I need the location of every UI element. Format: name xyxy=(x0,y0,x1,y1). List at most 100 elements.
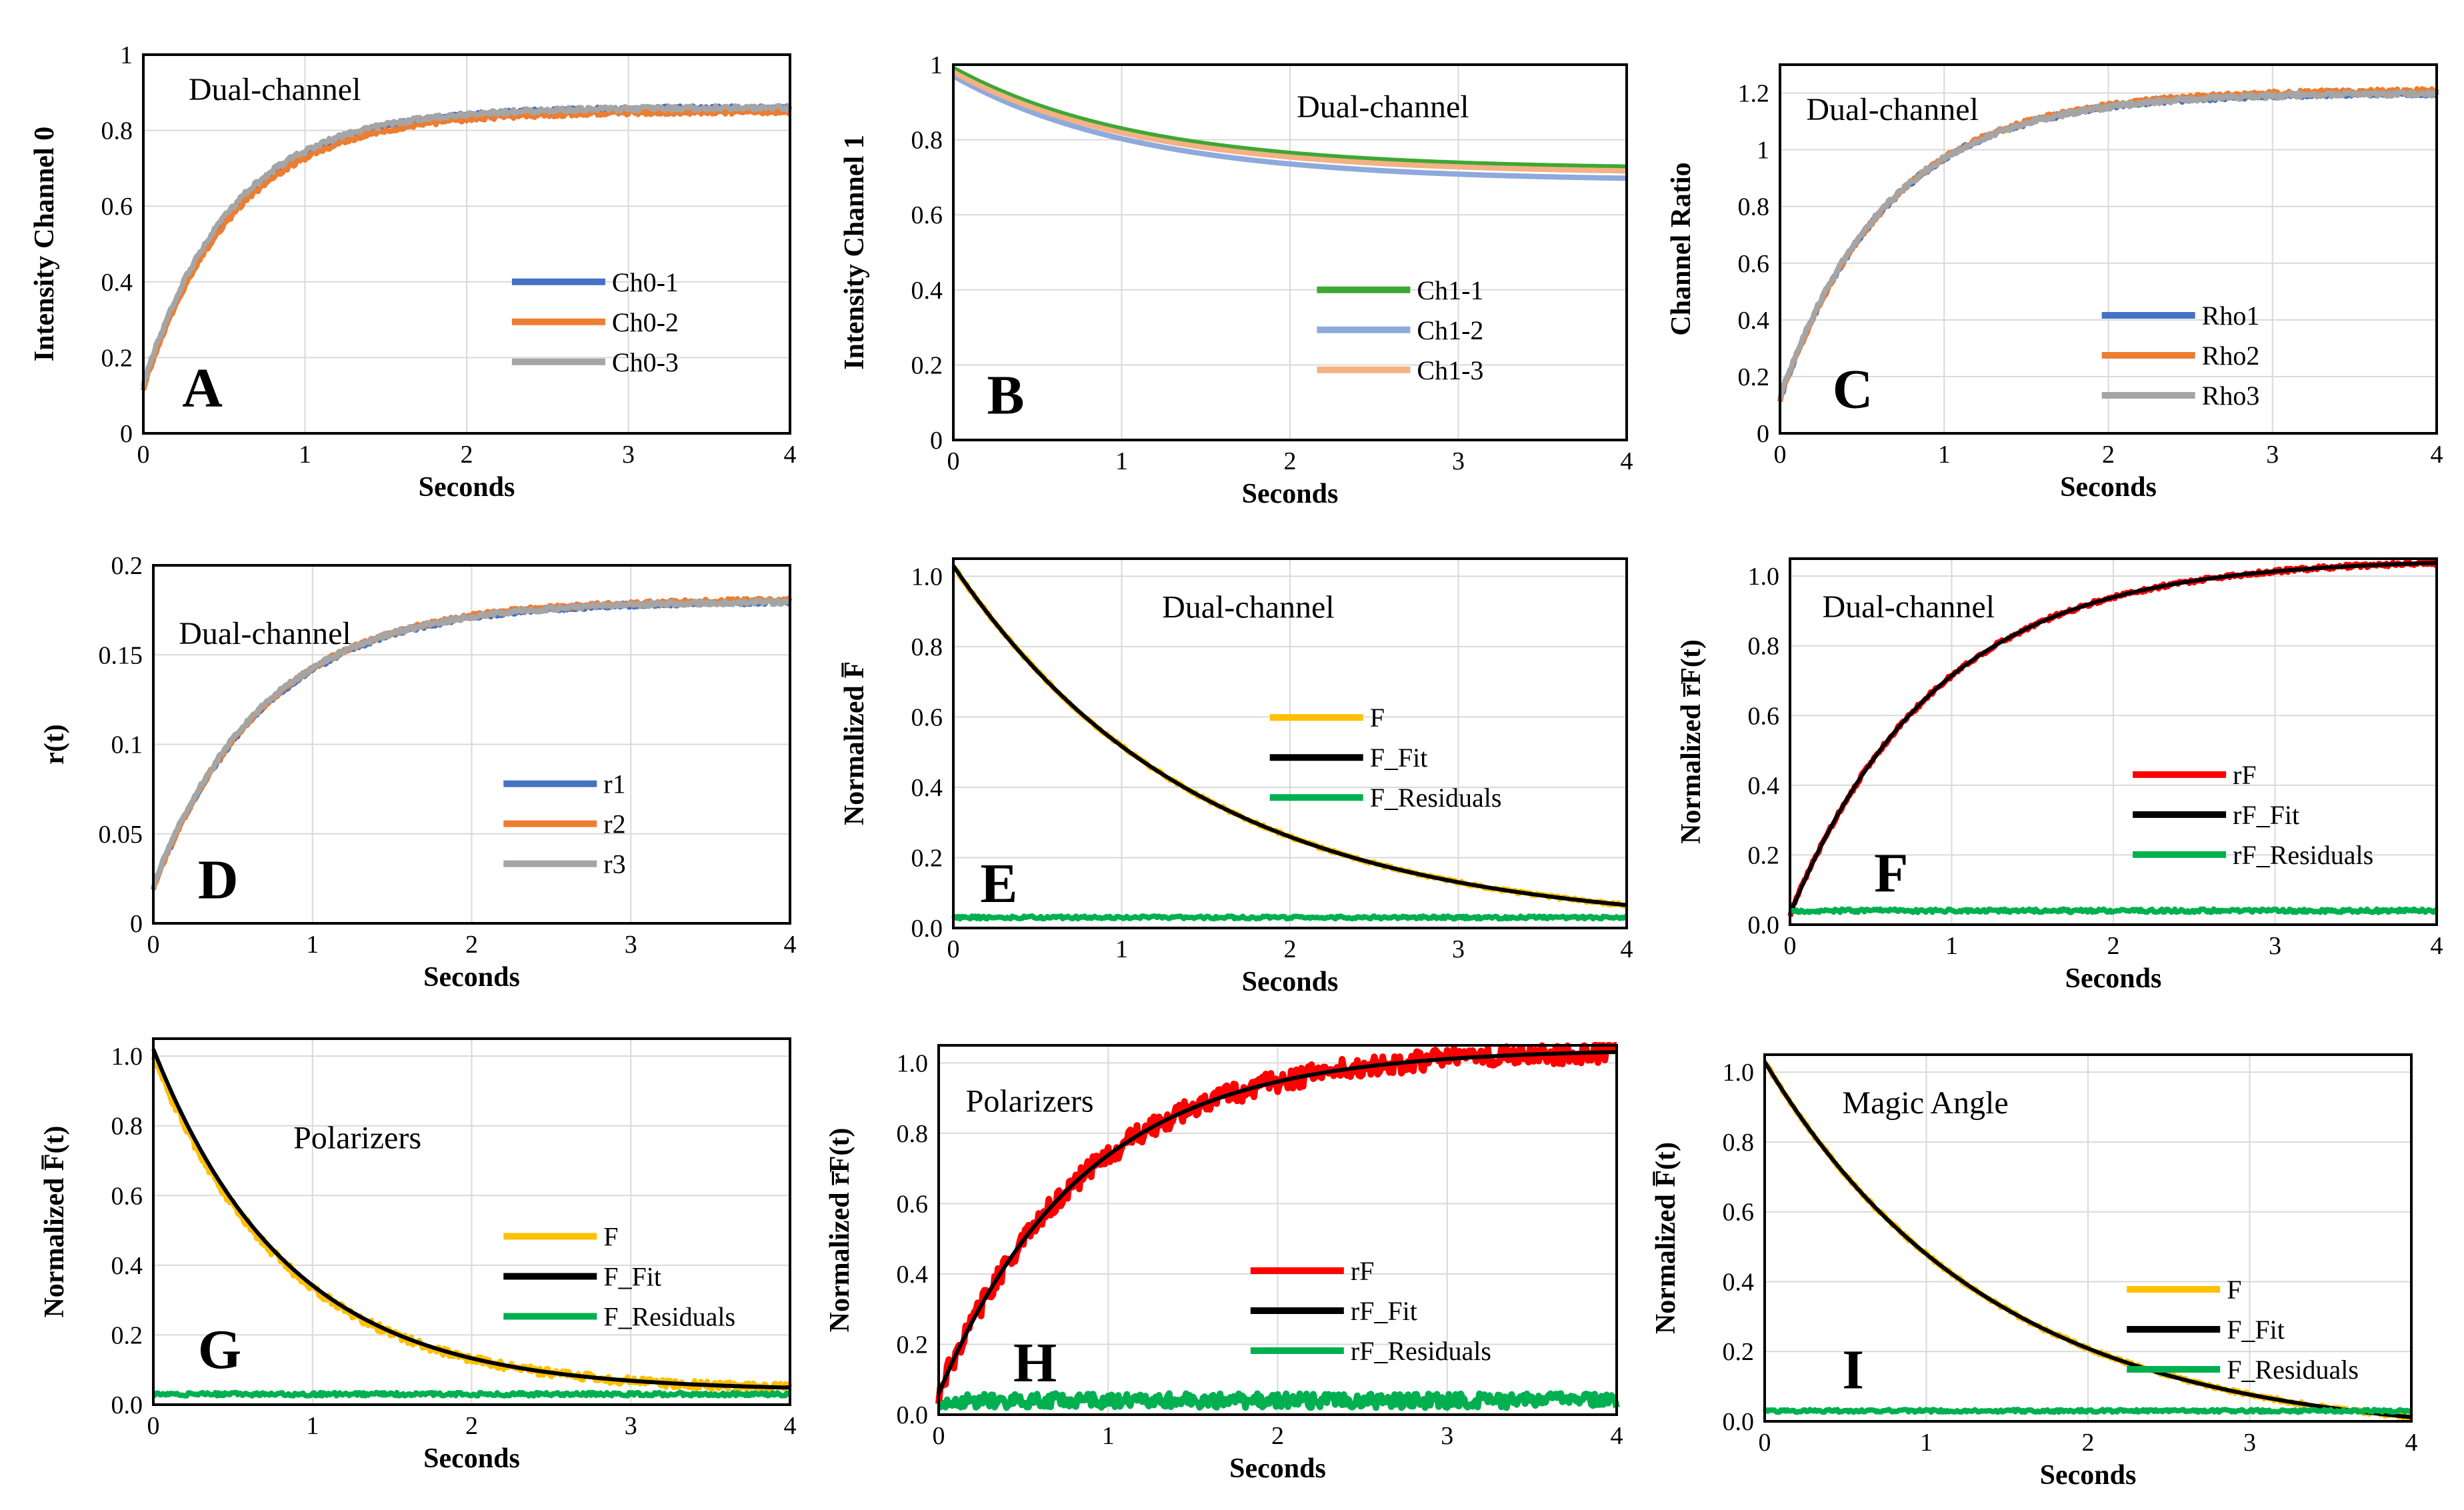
legend-label: Rho3 xyxy=(2202,381,2260,411)
y-tick-label: 0.2 xyxy=(897,1331,929,1359)
legend-label: Rho2 xyxy=(2202,341,2260,371)
legend-label: rF xyxy=(1351,1256,1375,1286)
chart-annotation: Dual-channel xyxy=(179,616,351,651)
chart-panel-g: 0 1 2 3 4 0.0 0.2 0.4 0.6 0.8 1.0 Seconds Normalized… xyxy=(39,1037,797,1474)
x-axis-label: Seconds xyxy=(423,962,520,993)
plot-frame xyxy=(152,1037,791,1406)
x-tick-label: 0 xyxy=(947,935,960,963)
y-tick-label: 0.4 xyxy=(911,277,943,305)
x-tick-label: 1 xyxy=(1115,447,1128,475)
x-tick-label: 2 xyxy=(2102,441,2115,469)
x-axis-label: Seconds xyxy=(423,1443,520,1474)
legend-label: rF_Fit xyxy=(1351,1296,1417,1326)
x-tick-label: 3 xyxy=(2266,441,2279,469)
legend-label: rF_Residuals xyxy=(1351,1336,1491,1366)
y-tick-label: 0.8 xyxy=(1748,633,1780,661)
x-tick-label: 4 xyxy=(1621,447,1633,475)
x-tick-label: 0 xyxy=(1759,1429,1771,1457)
y-tick-label: 1.2 xyxy=(1738,80,1770,108)
y-axis-label: Normalized r̅F(t) xyxy=(825,1128,855,1333)
legend-label: rF_Fit xyxy=(2233,800,2299,830)
plot-frame xyxy=(142,53,791,435)
y-tick-label: 0.6 xyxy=(911,201,943,229)
y-tick-label: 0.8 xyxy=(111,1113,143,1141)
x-tick-label: 3 xyxy=(625,1412,637,1440)
y-tick-label: 1.0 xyxy=(911,563,943,591)
x-tick-label: 2 xyxy=(2082,1429,2095,1457)
y-tick-label: 0.8 xyxy=(101,117,133,145)
chart-panel-b: 0 1 2 3 4 0 0.2 0.4 0.6 0.8 1 Seconds Intensity Chan… xyxy=(839,51,1633,509)
series-line-rho3 xyxy=(1777,89,2438,400)
legend-label: F_Residuals xyxy=(603,1301,735,1331)
x-tick-label: 1 xyxy=(1102,1422,1115,1450)
plot-frame xyxy=(952,557,1628,929)
x-tick-label: 2 xyxy=(2107,932,2120,960)
legend-label: F_Fit xyxy=(2227,1315,2285,1345)
y-tick-label: 0.4 xyxy=(101,269,133,297)
y-tick-label: 0.2 xyxy=(1738,363,1770,391)
legend-label: Ch0-3 xyxy=(612,347,679,377)
x-tick-label: 3 xyxy=(2243,1429,2256,1457)
plot-frame xyxy=(152,564,791,925)
y-tick-label: 0.4 xyxy=(911,774,943,802)
y-axis-label: Channel Ratio xyxy=(1666,162,1697,335)
y-axis-label: Normalized F̅ xyxy=(839,661,870,825)
x-tick-label: 3 xyxy=(2269,932,2281,960)
chart-panel-d: 0 1 2 3 4 0 0.05 0.1 0.15 0.2 Seconds r(t) Dual-chan… xyxy=(39,552,797,993)
panel-letter: I xyxy=(1842,1339,1864,1401)
y-tick-label: 0.2 xyxy=(911,844,943,872)
x-axis-label: Seconds xyxy=(1242,967,1339,997)
x-axis-label: Seconds xyxy=(2065,963,2162,994)
y-tick-label: 0 xyxy=(930,427,943,455)
x-tick-label: 0 xyxy=(147,1412,160,1440)
legend-label: Ch1-1 xyxy=(1417,275,1483,305)
y-tick-label: 0.6 xyxy=(1738,250,1770,278)
x-tick-label: 1 xyxy=(1920,1429,1933,1457)
chart-panel-i: 0 1 2 3 4 0.0 0.2 0.4 0.6 0.8 1.0 Seconds Normalized… xyxy=(1651,1053,2418,1491)
y-tick-label: 0.8 xyxy=(897,1120,929,1148)
y-tick-label: 0.2 xyxy=(1748,841,1780,869)
chart-annotation: Magic Angle xyxy=(1842,1085,2008,1121)
legend-label: F_Residuals xyxy=(2227,1355,2359,1385)
chart-annotation: Dual-channel xyxy=(1823,589,1995,625)
x-tick-label: 4 xyxy=(784,1412,797,1440)
y-axis-label: Normalized r̅F(t) xyxy=(1676,639,1707,844)
series-line-ch1-2 xyxy=(952,73,1628,181)
y-tick-label: 0.6 xyxy=(1748,702,1780,730)
series-line-ch1-3 xyxy=(952,69,1628,174)
series-line-ch0-3 xyxy=(141,103,793,387)
series-line-rf-fit xyxy=(937,1050,1617,1395)
y-tick-label: 0.0 xyxy=(897,1401,929,1429)
series-line-f-residuals xyxy=(1762,1407,2413,1415)
x-tick-label: 2 xyxy=(1271,1422,1284,1450)
x-axis-label: Seconds xyxy=(2060,472,2157,503)
panel-letter: E xyxy=(980,853,1017,915)
y-tick-label: 0.15 xyxy=(99,641,143,669)
y-tick-label: 0.4 xyxy=(1723,1268,1755,1296)
series-line-rf-residuals xyxy=(937,1390,1620,1411)
chart-annotation: Polarizers xyxy=(966,1084,1094,1119)
x-tick-label: 4 xyxy=(784,441,797,469)
x-axis-label: Seconds xyxy=(2040,1460,2137,1491)
series-line-f-residuals xyxy=(951,913,1628,922)
y-tick-label: 0.4 xyxy=(897,1261,929,1289)
legend-label: F xyxy=(603,1221,618,1251)
y-tick-label: 0.2 xyxy=(1723,1338,1755,1366)
x-tick-label: 3 xyxy=(1452,447,1465,475)
legend-label: r3 xyxy=(603,849,625,879)
chart-panel-a: 0 1 2 3 4 0 0.2 0.4 0.6 0.8 1 Seconds Intensity Chan… xyxy=(29,41,797,503)
panel-letter: F xyxy=(1874,843,1908,905)
y-tick-label: 0.0 xyxy=(911,915,943,943)
chart-annotation: Dual-channel xyxy=(1162,590,1335,625)
y-tick-label: 0.8 xyxy=(911,633,943,661)
series-line-f-residuals xyxy=(151,1389,791,1399)
y-axis-label: Normalized F̅(t) xyxy=(39,1125,70,1317)
y-tick-label: 0.6 xyxy=(111,1182,143,1210)
x-tick-label: 1 xyxy=(1945,932,1958,960)
legend-label: r2 xyxy=(603,809,625,839)
y-tick-label: 1.0 xyxy=(1748,563,1780,591)
y-tick-label: 0.4 xyxy=(111,1252,143,1280)
x-tick-label: 1 xyxy=(306,931,319,959)
series-line-f-fit xyxy=(151,1048,791,1390)
x-axis-label: Seconds xyxy=(419,472,515,503)
